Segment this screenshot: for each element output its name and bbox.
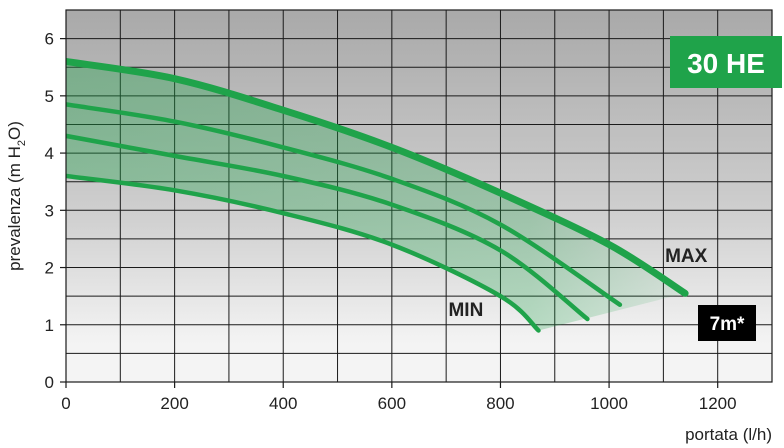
curve-speed-2 <box>66 102 623 307</box>
x-tick-label: 800 <box>486 394 514 413</box>
curves <box>66 58 689 333</box>
y-tick-label: 2 <box>45 259 54 278</box>
y-tick-label: 1 <box>45 316 54 335</box>
y-axis-label-subscript: 2 <box>16 140 28 146</box>
model-badge-text: 30 HE <box>687 48 765 79</box>
x-tick-label: 200 <box>160 394 188 413</box>
x-tick-label: 0 <box>61 394 70 413</box>
curve-speed-3 <box>66 133 590 322</box>
model-badge: 30 HE <box>670 36 782 88</box>
y-axis-ticks: 0 1 2 3 4 5 6 <box>45 30 66 392</box>
operating-range-area <box>66 61 686 331</box>
head-note: 7m* <box>698 305 756 341</box>
curve-label-max: MAX <box>665 246 708 267</box>
curve-min <box>66 173 541 333</box>
y-tick-label: 5 <box>45 87 54 106</box>
head-note-text: 7m* <box>710 314 745 335</box>
x-tick-label: 600 <box>378 394 406 413</box>
curve-max <box>66 58 689 297</box>
curve-label-min: MIN <box>448 300 483 321</box>
x-tick-label: 1200 <box>699 394 737 413</box>
grid <box>66 10 772 382</box>
x-axis-label: portata (l/h) <box>685 425 772 444</box>
x-tick-label: 1000 <box>590 394 628 413</box>
y-tick-label: 6 <box>45 30 54 49</box>
plot-frame <box>65 9 773 383</box>
y-tick-label: 3 <box>45 201 54 220</box>
x-tick-label: 400 <box>269 394 297 413</box>
y-tick-label: 4 <box>45 144 54 163</box>
y-tick-label: 0 <box>45 373 54 392</box>
y-axis-label: prevalenza (m H2O) <box>5 121 28 271</box>
x-axis-ticks: 0 200 400 600 800 1000 1200 <box>61 382 737 413</box>
